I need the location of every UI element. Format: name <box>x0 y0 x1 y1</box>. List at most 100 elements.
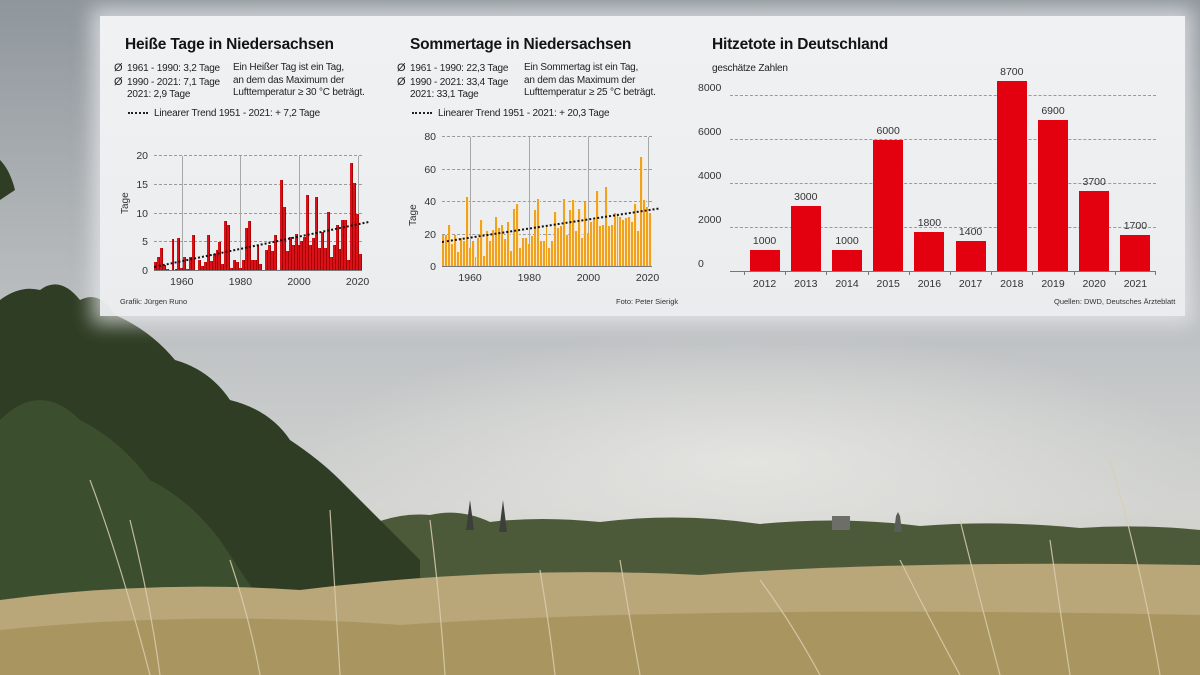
bar-value-label: 1700 <box>1123 219 1148 232</box>
heat-deaths-plot: 0 2000 4000 6000 8000 1000 2012 3000 2013 1000 201… <box>698 66 1156 290</box>
data-bar <box>274 234 278 271</box>
data-bar <box>527 244 531 267</box>
stat-row: 2021: 2,9 Tage <box>127 89 191 100</box>
data-bar <box>297 245 301 271</box>
x-tick-mark <box>1155 271 1156 275</box>
y-tick-label: 60 <box>424 163 436 176</box>
gridline <box>442 201 652 202</box>
data-bar <box>206 234 210 271</box>
data-bar <box>282 206 286 271</box>
average-icon: Ø <box>114 62 123 74</box>
year-gridline <box>470 137 472 267</box>
data-bar <box>595 190 599 267</box>
data-bar <box>320 231 324 271</box>
graphic-credit: Grafik: Jürgen Runo <box>120 297 188 306</box>
y-tick-label: 80 <box>424 131 436 143</box>
data-bar <box>512 208 516 267</box>
x-tick-label: 2020 <box>345 276 370 288</box>
y-tick-label: 5 <box>142 236 148 249</box>
data-bar <box>955 241 986 272</box>
data-bar <box>465 197 469 267</box>
data-bar <box>177 237 181 271</box>
data-bar <box>162 265 166 271</box>
data-bar <box>646 206 650 267</box>
data-bar <box>154 262 157 271</box>
grass-field-foreground <box>0 611 1200 675</box>
x-tick-mark <box>1073 271 1075 275</box>
data-bar <box>649 213 652 267</box>
x-tick-label: 2000 <box>287 276 311 288</box>
stat-row: Ø 1961 - 1990: 22,3 Tage <box>397 62 509 74</box>
data-bar <box>156 256 160 271</box>
data-bar <box>356 213 360 271</box>
year-gridline <box>588 137 590 267</box>
data-bar <box>524 237 528 267</box>
data-bar <box>589 221 593 267</box>
y-tick-label: 10 <box>136 207 148 220</box>
gridline <box>154 183 362 185</box>
x-tick-label: 1980 <box>517 272 541 284</box>
data-bar <box>563 198 567 267</box>
data-bar <box>323 248 327 271</box>
data-bar <box>344 220 348 271</box>
data-bar <box>542 241 546 267</box>
data-bar <box>453 234 457 267</box>
data-bar <box>218 242 222 271</box>
data-bar <box>601 224 605 267</box>
x-tick-label: 2016 <box>917 278 942 290</box>
trend-legend: Linearer Trend 1951 - 2021: + 7,2 Tage <box>128 108 320 119</box>
data-bar <box>265 249 269 271</box>
x-tick-label: 1960 <box>170 276 194 288</box>
data-bar <box>498 228 502 267</box>
data-bar <box>253 259 257 271</box>
data-bar <box>749 250 780 272</box>
x-tick-label: 2012 <box>752 278 777 290</box>
data-bar <box>790 206 821 272</box>
y-tick-label: 0 <box>142 265 148 277</box>
data-bar <box>515 203 519 267</box>
data-bar <box>171 239 175 271</box>
data-bar <box>604 187 608 267</box>
x-tick-mark <box>908 271 910 275</box>
stat-row: 2021: 33,1 Tage <box>410 89 479 100</box>
y-tick-label: 0 <box>698 258 704 270</box>
data-bar <box>557 228 561 267</box>
data-bar <box>607 226 611 267</box>
data-bar <box>332 245 336 271</box>
tower-spire <box>894 512 902 532</box>
data-bar <box>640 156 644 267</box>
data-bar <box>637 231 641 267</box>
data-bar <box>209 261 213 271</box>
data-bar <box>625 218 629 267</box>
data-bar <box>268 245 272 271</box>
data-bar <box>634 203 638 267</box>
chart-subtitle: geschätze Zahlen <box>712 63 788 74</box>
definition-text: Ein Heißer Tag ist ein Tag, an dem das M… <box>233 62 365 98</box>
data-bar <box>539 241 543 267</box>
x-tick-mark <box>826 271 828 275</box>
data-bar <box>212 253 216 271</box>
data-bar <box>518 247 522 267</box>
data-bar <box>592 219 596 267</box>
x-axis-line <box>730 271 1156 272</box>
data-bar <box>598 226 602 267</box>
data-bar <box>329 256 333 271</box>
gridline <box>730 227 1156 228</box>
data-bar <box>341 220 345 271</box>
data-bar <box>442 234 445 267</box>
data-bar <box>560 226 564 267</box>
panel-title: Heiße Tage in Niedersachsen <box>125 36 334 53</box>
gridline <box>442 168 652 170</box>
panel-title: Sommertage in Niedersachsen <box>410 36 632 53</box>
data-bar <box>510 250 513 267</box>
data-bar <box>230 268 234 271</box>
data-bar <box>347 259 351 271</box>
y-tick-label: 40 <box>424 196 436 208</box>
y-tick-label: 6000 <box>698 126 722 138</box>
data-bar <box>256 245 260 271</box>
x-tick-mark <box>785 271 787 275</box>
data-bar <box>551 241 555 267</box>
y-tick-label: 4000 <box>698 170 722 182</box>
data-bar <box>244 227 248 271</box>
y-tick-label: 2000 <box>698 214 722 226</box>
